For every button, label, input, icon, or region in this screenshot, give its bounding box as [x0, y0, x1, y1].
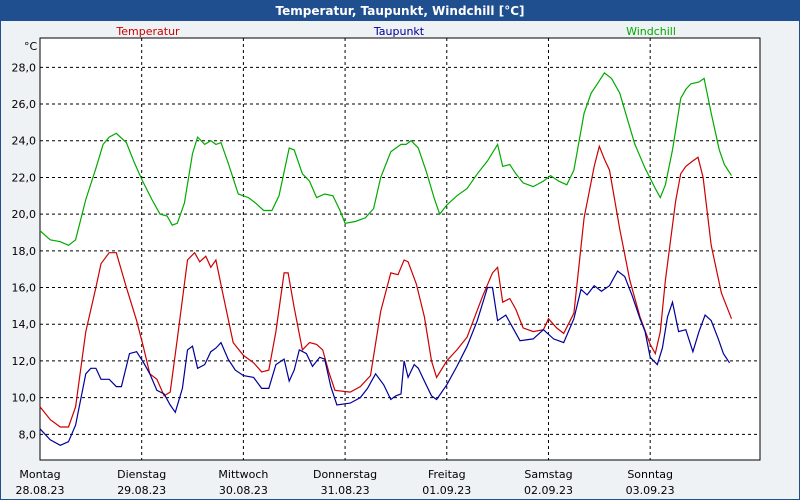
legend-temperatur: Temperatur: [115, 25, 180, 38]
y-axis-ticks: 28,0 26,0 24,0 22,0 20,0 18,0 16,0 14,0 12,0 10,0…: [12, 61, 37, 441]
x-tick-date: 03.09.23: [626, 484, 675, 497]
x-axis-ticks: Montag 28.08.23 Dienstag 29.08.23 Mittwoch 30…: [16, 468, 675, 497]
legend-windchill: Windchill: [626, 25, 676, 38]
y-tick-label: 18,0: [12, 245, 37, 258]
chart-title: Temperatur, Taupunkt, Windchill [°C]: [1, 1, 799, 21]
x-tick-date: 02.09.23: [524, 484, 573, 497]
y-tick-label: 10,0: [12, 392, 37, 405]
plot-area: [39, 37, 761, 461]
legend-taupunkt: Taupunkt: [373, 25, 425, 38]
x-tick-day: Donnerstag: [313, 468, 377, 481]
series-lines: [39, 72, 733, 446]
y-tick-label: 20,0: [12, 208, 37, 221]
x-tick-day: Freitag: [428, 468, 466, 481]
y-tick-label: 24,0: [12, 135, 37, 148]
y-axis-unit: °C: [24, 40, 38, 53]
x-tick-day: Samstag: [524, 468, 572, 481]
series-line-windchill: [39, 72, 733, 246]
x-tick-day: Dienstag: [117, 468, 166, 481]
x-tick-date: 31.08.23: [321, 484, 370, 497]
x-tick-date: 01.09.23: [422, 484, 471, 497]
y-tick-label: 22,0: [12, 171, 37, 184]
y-tick-label: 12,0: [12, 355, 37, 368]
x-tick-day: Mittwoch: [218, 468, 268, 481]
y-tick-label: 8,0: [19, 428, 37, 441]
y-tick-label: 26,0: [12, 98, 37, 111]
y-tick-label: 14,0: [12, 318, 37, 331]
x-tick-date: 29.08.23: [117, 484, 166, 497]
x-tick-date: 28.08.23: [16, 484, 65, 497]
x-tick-day: Montag: [19, 468, 60, 481]
legend: Temperatur Taupunkt Windchill: [115, 25, 676, 38]
grid: [40, 38, 760, 460]
y-tick-label: 16,0: [12, 282, 37, 295]
series-line-temperatur: [39, 144, 733, 428]
y-tick-label: 28,0: [12, 61, 37, 74]
x-tick-day: Sonntag: [627, 468, 673, 481]
x-tick-date: 30.08.23: [219, 484, 268, 497]
series-line-taupunkt: [39, 270, 731, 446]
